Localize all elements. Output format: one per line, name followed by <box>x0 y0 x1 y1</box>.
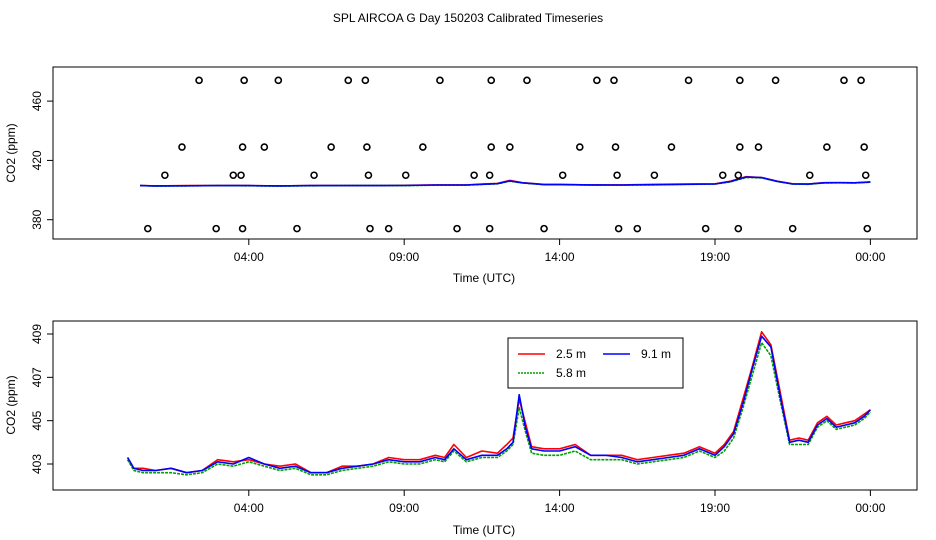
flag-point-24 <box>453 224 461 233</box>
flag-point-15 <box>344 76 353 85</box>
flag-point-39 <box>614 224 623 233</box>
flag-point-2 <box>178 143 186 151</box>
flag-point-58 <box>861 171 870 180</box>
flag-point-33 <box>558 171 567 180</box>
x-axis-label-top: Time (UTC) <box>453 271 515 285</box>
flag-point-55 <box>840 76 848 85</box>
panel-bottom: Time (UTC) CO2 (ppm) 04:00 09:00 14:00 19:0… <box>4 320 918 537</box>
flag-point-36 <box>610 76 618 85</box>
y-tick-label-top-2: 460 <box>30 91 44 111</box>
flag-point-41 <box>650 171 659 180</box>
y-tick-label-bottom-1: 405 <box>30 410 44 430</box>
flag-point-57 <box>860 143 868 151</box>
y-axis-label-top: CO2 (ppm) <box>4 123 18 182</box>
flag-point-11 <box>274 76 283 85</box>
y-tick-label-bottom-2: 407 <box>30 367 44 387</box>
x-tick-label-bottom-2: 14:00 <box>545 501 575 515</box>
plot-frame-bottom <box>52 320 918 491</box>
flag-point-50 <box>754 143 763 151</box>
x-tick-label-top-2: 14:00 <box>545 250 575 264</box>
flag-point-7 <box>238 143 247 151</box>
flag-point-30 <box>506 143 514 151</box>
x-axis-label-bottom: Time (UTC) <box>453 523 515 537</box>
flag-point-25 <box>470 171 478 180</box>
flag-point-18 <box>364 171 373 180</box>
flag-point-54 <box>823 143 831 151</box>
series-line-bottom-2 <box>126 335 871 474</box>
legend-label-2.5m: 2.5 m <box>556 347 586 361</box>
flag-point-17 <box>363 143 371 151</box>
flag-point-35 <box>593 76 601 85</box>
flag-point-37 <box>611 143 620 151</box>
x-tick-label-bottom-0: 04:00 <box>234 501 264 515</box>
y-tick-label-bottom-3: 409 <box>30 324 44 344</box>
flag-point-34 <box>575 143 584 151</box>
flag-point-20 <box>384 224 393 233</box>
panel-top: Time (UTC) CO2 (ppm) 04:00 09:00 14:00 19:0… <box>4 66 918 285</box>
flag-point-42 <box>667 143 676 151</box>
flag-point-53 <box>805 171 814 180</box>
flag-point-48 <box>734 171 743 180</box>
flag-point-59 <box>863 224 872 233</box>
x-tick-label-bottom-1: 09:00 <box>389 501 419 515</box>
y-axis-label-bottom: CO2 (ppm) <box>4 375 18 434</box>
flag-point-14 <box>327 143 335 151</box>
flag-point-9 <box>238 224 247 233</box>
x-tick-label-bottom-4: 00:00 <box>855 501 885 515</box>
flag-point-38 <box>613 171 621 180</box>
y-tick-label-bottom-0: 403 <box>30 454 44 474</box>
flag-point-32 <box>540 224 548 233</box>
flag-point-1 <box>161 171 169 180</box>
flag-point-10 <box>260 143 269 151</box>
flag-point-40 <box>633 224 642 233</box>
flag-point-5 <box>229 171 238 180</box>
flag-point-6 <box>240 76 248 85</box>
series-line-top-2 <box>139 176 871 187</box>
x-tick-label-bottom-3: 19:00 <box>700 501 730 515</box>
flag-point-4 <box>212 224 220 233</box>
flag-point-31 <box>523 76 531 85</box>
flag-point-8 <box>237 171 245 180</box>
flag-point-13 <box>310 171 318 180</box>
flag-point-45 <box>718 171 727 180</box>
flag-point-26 <box>487 76 496 85</box>
flag-point-47 <box>736 143 744 151</box>
y-tick-label-top-0: 380 <box>30 209 44 229</box>
y-tick-label-top-1: 420 <box>30 150 44 170</box>
plot-frame-top <box>52 66 918 240</box>
x-tick-label-top-3: 19:00 <box>700 250 730 264</box>
flag-point-16 <box>361 76 370 85</box>
flag-point-43 <box>684 76 693 85</box>
flag-point-51 <box>771 76 780 85</box>
flag-point-29 <box>485 224 494 233</box>
flag-point-3 <box>195 76 203 85</box>
series-line-bottom-1 <box>126 341 871 476</box>
legend-label-5.8m: 5.8 m <box>556 366 586 380</box>
x-tick-label-top-0: 04:00 <box>234 250 264 264</box>
legend: 2.5 m 9.1 m 5.8 m <box>507 337 684 389</box>
flag-point-52 <box>788 224 797 233</box>
figure-title: SPL AIRCOA G Day 150203 Calibrated Times… <box>333 11 603 25</box>
flag-point-27 <box>487 143 496 151</box>
legend-box <box>507 337 684 389</box>
legend-label-9.1m: 9.1 m <box>641 347 671 361</box>
x-tick-label-top-1: 09:00 <box>389 250 419 264</box>
flag-point-49 <box>734 224 743 233</box>
flag-point-46 <box>736 76 744 85</box>
flag-point-28 <box>485 171 494 180</box>
flag-point-44 <box>701 224 710 233</box>
flag-point-12 <box>293 224 301 233</box>
flag-point-21 <box>401 171 410 180</box>
flag-point-56 <box>857 76 865 85</box>
flag-point-22 <box>419 143 427 151</box>
flag-point-23 <box>436 76 444 85</box>
flag-point-0 <box>143 224 152 233</box>
x-tick-label-top-4: 00:00 <box>855 250 885 264</box>
flag-point-19 <box>366 224 374 233</box>
